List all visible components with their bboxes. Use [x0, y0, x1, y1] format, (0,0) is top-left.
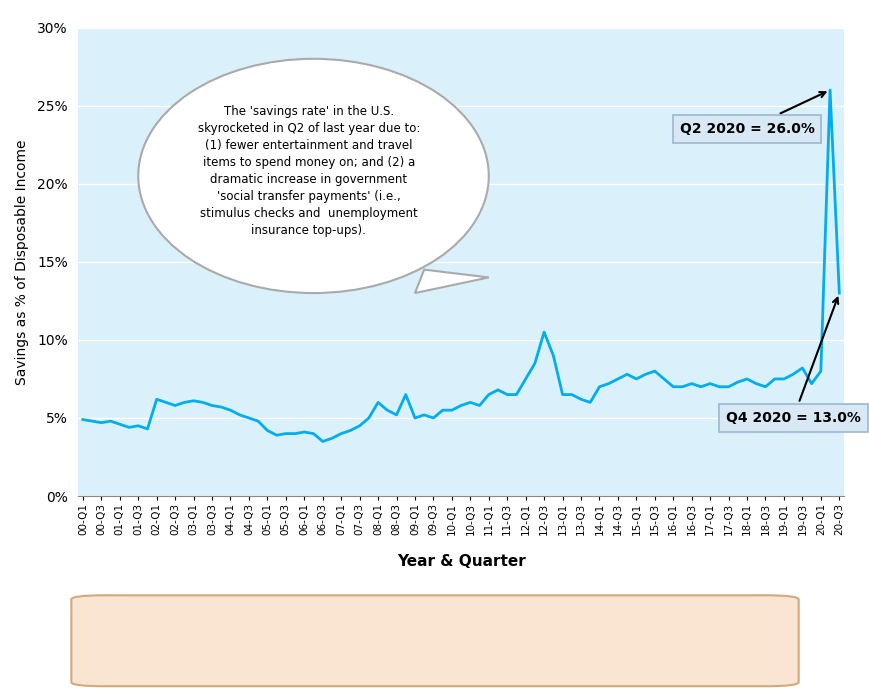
Ellipse shape [138, 59, 488, 293]
Y-axis label: Savings as % of Disposable Income: Savings as % of Disposable Income [15, 139, 29, 384]
FancyBboxPatch shape [71, 595, 798, 686]
Text: The savings rate has remained high, signaling there are substantial sums
availab: The savings rate has remained high, sign… [179, 624, 690, 657]
Text: Q2 2020 = 26.0%: Q2 2020 = 26.0% [679, 92, 825, 136]
Text: Year & Quarter: Year & Quarter [396, 554, 525, 569]
Polygon shape [415, 269, 488, 293]
Text: The 'savings rate' in the U.S.
skyrocketed in Q2 of last year due to:
(1) fewer : The 'savings rate' in the U.S. skyrocket… [197, 105, 420, 237]
Text: Q4 2020 = 13.0%: Q4 2020 = 13.0% [725, 298, 859, 425]
